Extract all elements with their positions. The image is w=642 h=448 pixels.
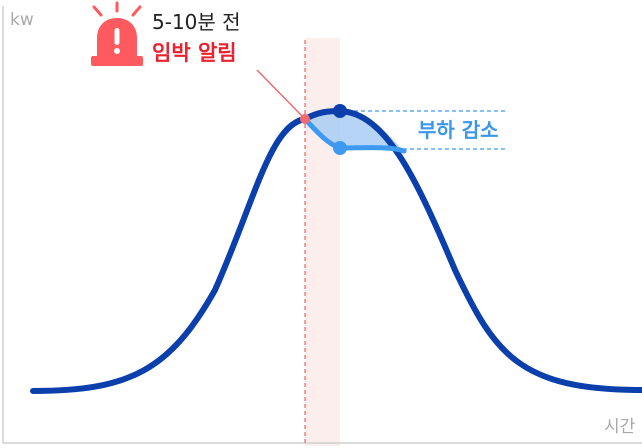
alert-title: 임박 알림 <box>152 41 237 65</box>
siren-icon <box>91 1 143 66</box>
alert-window-band <box>305 38 340 446</box>
reduced-point <box>333 141 347 155</box>
peak-point <box>333 104 347 118</box>
alert-pointer-line <box>256 69 306 120</box>
alert-point <box>300 114 310 124</box>
alert-lead-time: 5-10분 전 <box>152 10 241 34</box>
reduction-area <box>305 111 402 150</box>
reduction-label: 부하 감소 <box>418 118 499 142</box>
y-axis-label: kw <box>10 10 34 30</box>
x-axis-label: 시간 <box>604 417 636 437</box>
load-curve <box>30 107 642 394</box>
